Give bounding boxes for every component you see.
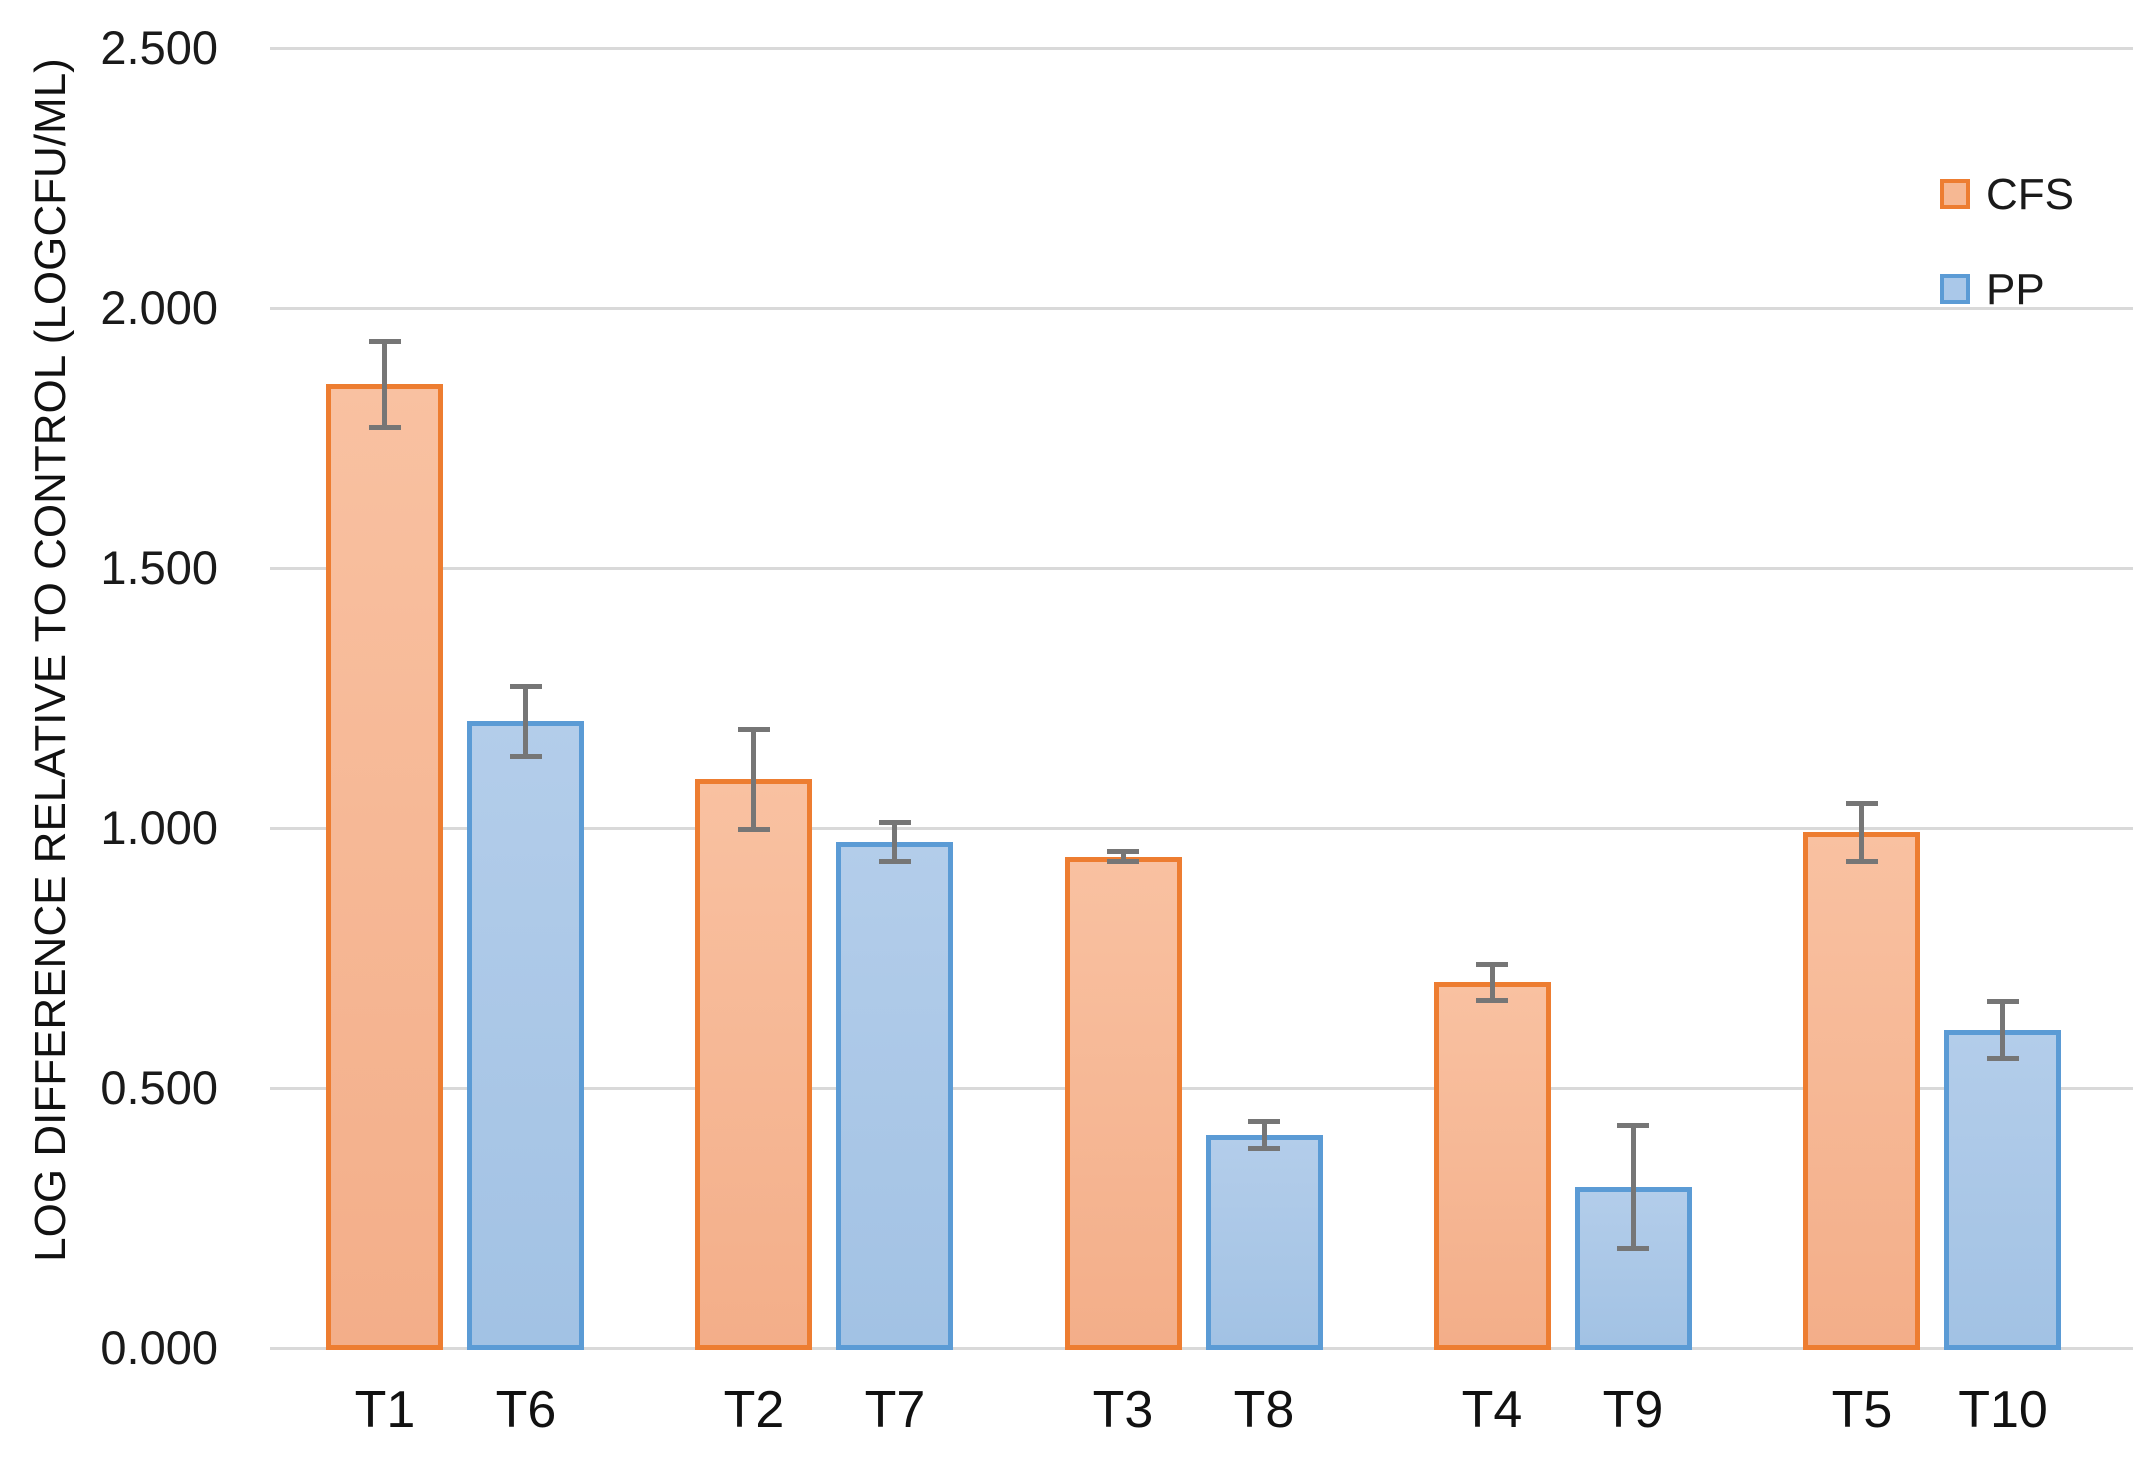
y-tick-label: 0.000 <box>100 1321 218 1374</box>
x-tick-label-T10: T10 <box>1958 1381 2048 1439</box>
error-cap-bottom-T9 <box>1617 1246 1649 1251</box>
bar-T7 <box>836 842 953 1350</box>
bar-T8 <box>1206 1135 1323 1350</box>
error-cap-top-T5 <box>1846 801 1878 806</box>
error-bar-T4 <box>1490 965 1495 1000</box>
error-bar-T6 <box>523 686 528 757</box>
bar-T6 <box>467 721 584 1350</box>
error-cap-top-T3 <box>1107 849 1139 854</box>
y-tick-label: 1.000 <box>100 801 218 854</box>
y-tick-label: 2.000 <box>100 281 218 334</box>
legend-swatch-icon <box>1940 274 1970 304</box>
gridline <box>270 827 2133 830</box>
bar-T1 <box>326 384 443 1350</box>
error-bar-T5 <box>1859 803 1864 861</box>
error-cap-bottom-T6 <box>510 754 542 759</box>
x-tick-label-T8: T8 <box>1233 1381 1295 1439</box>
error-bar-T10 <box>2000 1001 2005 1058</box>
error-cap-bottom-T4 <box>1476 998 1508 1003</box>
error-bar-T2 <box>751 729 756 829</box>
error-cap-top-T2 <box>738 727 770 732</box>
error-cap-bottom-T5 <box>1846 859 1878 864</box>
x-tick-label-T4: T4 <box>1461 1381 1523 1439</box>
gridline <box>270 567 2133 570</box>
error-cap-top-T6 <box>510 684 542 689</box>
x-tick-label-T7: T7 <box>864 1381 926 1439</box>
error-cap-bottom-T2 <box>738 827 770 832</box>
y-tick-label: 0.500 <box>100 1061 218 1114</box>
error-bar-T1 <box>382 342 387 427</box>
x-tick-label-T5: T5 <box>1831 1381 1893 1439</box>
x-tick-label-T6: T6 <box>495 1381 557 1439</box>
bar-T2 <box>695 779 812 1350</box>
legend-label: CFS <box>1986 170 2074 219</box>
error-cap-bottom-T3 <box>1107 859 1139 864</box>
error-cap-top-T7 <box>879 820 911 825</box>
x-tick-label-T9: T9 <box>1602 1381 1664 1439</box>
error-cap-bottom-T10 <box>1987 1056 2019 1061</box>
bar-T4 <box>1434 982 1551 1350</box>
error-cap-top-T4 <box>1476 962 1508 967</box>
gridline <box>270 1087 2133 1090</box>
x-tick-label-T1: T1 <box>354 1381 416 1439</box>
y-tick-label: 2.500 <box>100 21 218 74</box>
x-tick-label-T2: T2 <box>723 1381 785 1439</box>
error-cap-bottom-T7 <box>879 859 911 864</box>
error-bar-T3 <box>1121 851 1126 861</box>
error-cap-top-T10 <box>1987 999 2019 1004</box>
gridline <box>270 47 2133 50</box>
bar-T5 <box>1803 832 1920 1350</box>
x-tick-label-T3: T3 <box>1092 1381 1154 1439</box>
gridline <box>270 307 2133 310</box>
error-bar-T9 <box>1631 1125 1636 1248</box>
error-cap-top-T1 <box>369 339 401 344</box>
y-tick-label: 1.500 <box>100 541 218 594</box>
error-cap-bottom-T8 <box>1248 1146 1280 1151</box>
gridline <box>270 1347 2133 1350</box>
legend-swatch-icon <box>1940 179 1970 209</box>
error-cap-top-T8 <box>1248 1119 1280 1124</box>
bar-T10 <box>1944 1030 2061 1350</box>
error-cap-bottom-T1 <box>369 425 401 430</box>
error-bar-T8 <box>1262 1121 1267 1148</box>
bar-T3 <box>1065 857 1182 1350</box>
error-cap-top-T9 <box>1617 1123 1649 1128</box>
legend-label: PP <box>1986 265 2045 314</box>
error-bar-T7 <box>892 823 897 861</box>
